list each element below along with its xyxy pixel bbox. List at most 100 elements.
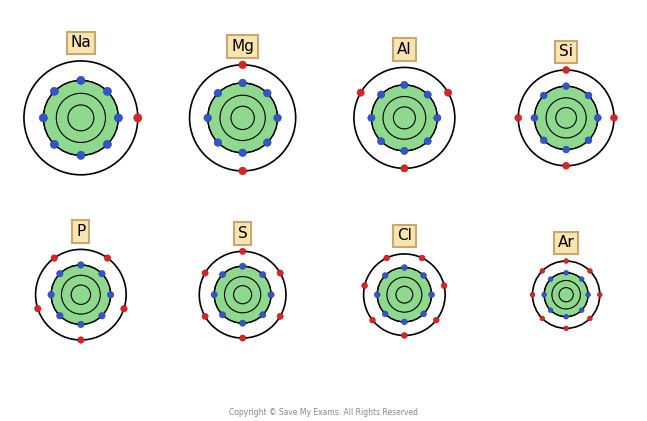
Circle shape	[50, 87, 58, 96]
Circle shape	[51, 265, 111, 325]
Circle shape	[48, 291, 54, 298]
Circle shape	[564, 270, 569, 275]
Circle shape	[51, 255, 58, 261]
Circle shape	[424, 138, 432, 145]
Circle shape	[43, 80, 118, 155]
Circle shape	[239, 79, 247, 87]
Circle shape	[383, 96, 426, 139]
Circle shape	[104, 255, 111, 261]
Text: Si: Si	[559, 44, 573, 59]
Circle shape	[563, 83, 569, 90]
Circle shape	[98, 270, 105, 277]
Circle shape	[424, 91, 432, 98]
Circle shape	[214, 266, 271, 323]
Circle shape	[433, 114, 441, 122]
Circle shape	[239, 320, 246, 326]
Circle shape	[219, 272, 226, 278]
Circle shape	[563, 163, 569, 169]
Circle shape	[50, 140, 58, 149]
Circle shape	[563, 146, 569, 153]
Circle shape	[239, 335, 246, 341]
Circle shape	[382, 272, 388, 278]
Circle shape	[548, 277, 553, 282]
Text: P: P	[76, 224, 85, 239]
Circle shape	[225, 277, 261, 313]
Circle shape	[441, 282, 447, 288]
Circle shape	[208, 83, 278, 153]
Circle shape	[548, 308, 553, 313]
Circle shape	[421, 272, 426, 278]
Circle shape	[61, 275, 100, 314]
Circle shape	[71, 285, 91, 304]
Circle shape	[400, 147, 408, 155]
Circle shape	[611, 115, 617, 121]
Circle shape	[78, 337, 84, 343]
Circle shape	[56, 93, 105, 142]
Circle shape	[393, 107, 415, 129]
Circle shape	[214, 89, 222, 97]
Circle shape	[559, 288, 573, 302]
Circle shape	[585, 92, 592, 99]
Circle shape	[396, 286, 413, 303]
Circle shape	[98, 312, 105, 319]
Circle shape	[587, 316, 593, 321]
Circle shape	[433, 317, 439, 323]
Circle shape	[421, 311, 426, 317]
Circle shape	[78, 262, 84, 268]
Circle shape	[277, 313, 283, 320]
Text: Copyright © Save My Exams. All Rights Reserved: Copyright © Save My Exams. All Rights Re…	[229, 408, 418, 417]
Circle shape	[564, 258, 569, 264]
Circle shape	[597, 292, 602, 297]
Circle shape	[400, 165, 408, 172]
Circle shape	[239, 263, 246, 269]
Circle shape	[104, 87, 111, 96]
Circle shape	[362, 282, 367, 288]
Text: Na: Na	[71, 35, 91, 51]
Circle shape	[579, 308, 584, 313]
Text: Al: Al	[397, 42, 411, 57]
Circle shape	[377, 91, 385, 98]
Circle shape	[552, 280, 580, 309]
Circle shape	[202, 313, 208, 320]
Circle shape	[377, 267, 432, 322]
Circle shape	[77, 76, 85, 85]
Text: S: S	[237, 226, 248, 241]
Circle shape	[428, 292, 435, 298]
Circle shape	[56, 312, 63, 319]
Circle shape	[540, 316, 545, 321]
Circle shape	[579, 277, 584, 282]
Text: Ar: Ar	[558, 235, 575, 250]
Circle shape	[277, 270, 283, 276]
Circle shape	[263, 89, 271, 97]
Circle shape	[564, 326, 569, 331]
Circle shape	[540, 92, 547, 99]
Circle shape	[357, 89, 364, 96]
Circle shape	[585, 137, 592, 144]
Circle shape	[401, 319, 408, 325]
Circle shape	[387, 277, 422, 312]
Text: Mg: Mg	[231, 39, 254, 54]
Circle shape	[542, 292, 547, 297]
Circle shape	[534, 86, 598, 149]
Circle shape	[400, 81, 408, 88]
Circle shape	[419, 255, 425, 261]
Circle shape	[587, 269, 593, 273]
Circle shape	[268, 292, 274, 298]
Circle shape	[39, 114, 47, 122]
Circle shape	[77, 151, 85, 160]
Circle shape	[78, 321, 84, 328]
Circle shape	[384, 255, 389, 261]
Circle shape	[115, 114, 122, 122]
Circle shape	[134, 114, 142, 122]
Circle shape	[211, 292, 217, 298]
Circle shape	[263, 139, 271, 147]
Circle shape	[219, 312, 226, 318]
Circle shape	[531, 115, 538, 121]
Circle shape	[231, 106, 254, 130]
Circle shape	[377, 138, 385, 145]
Circle shape	[556, 107, 576, 128]
Circle shape	[239, 149, 247, 157]
Circle shape	[546, 98, 586, 138]
Circle shape	[444, 89, 452, 96]
Circle shape	[259, 272, 266, 278]
